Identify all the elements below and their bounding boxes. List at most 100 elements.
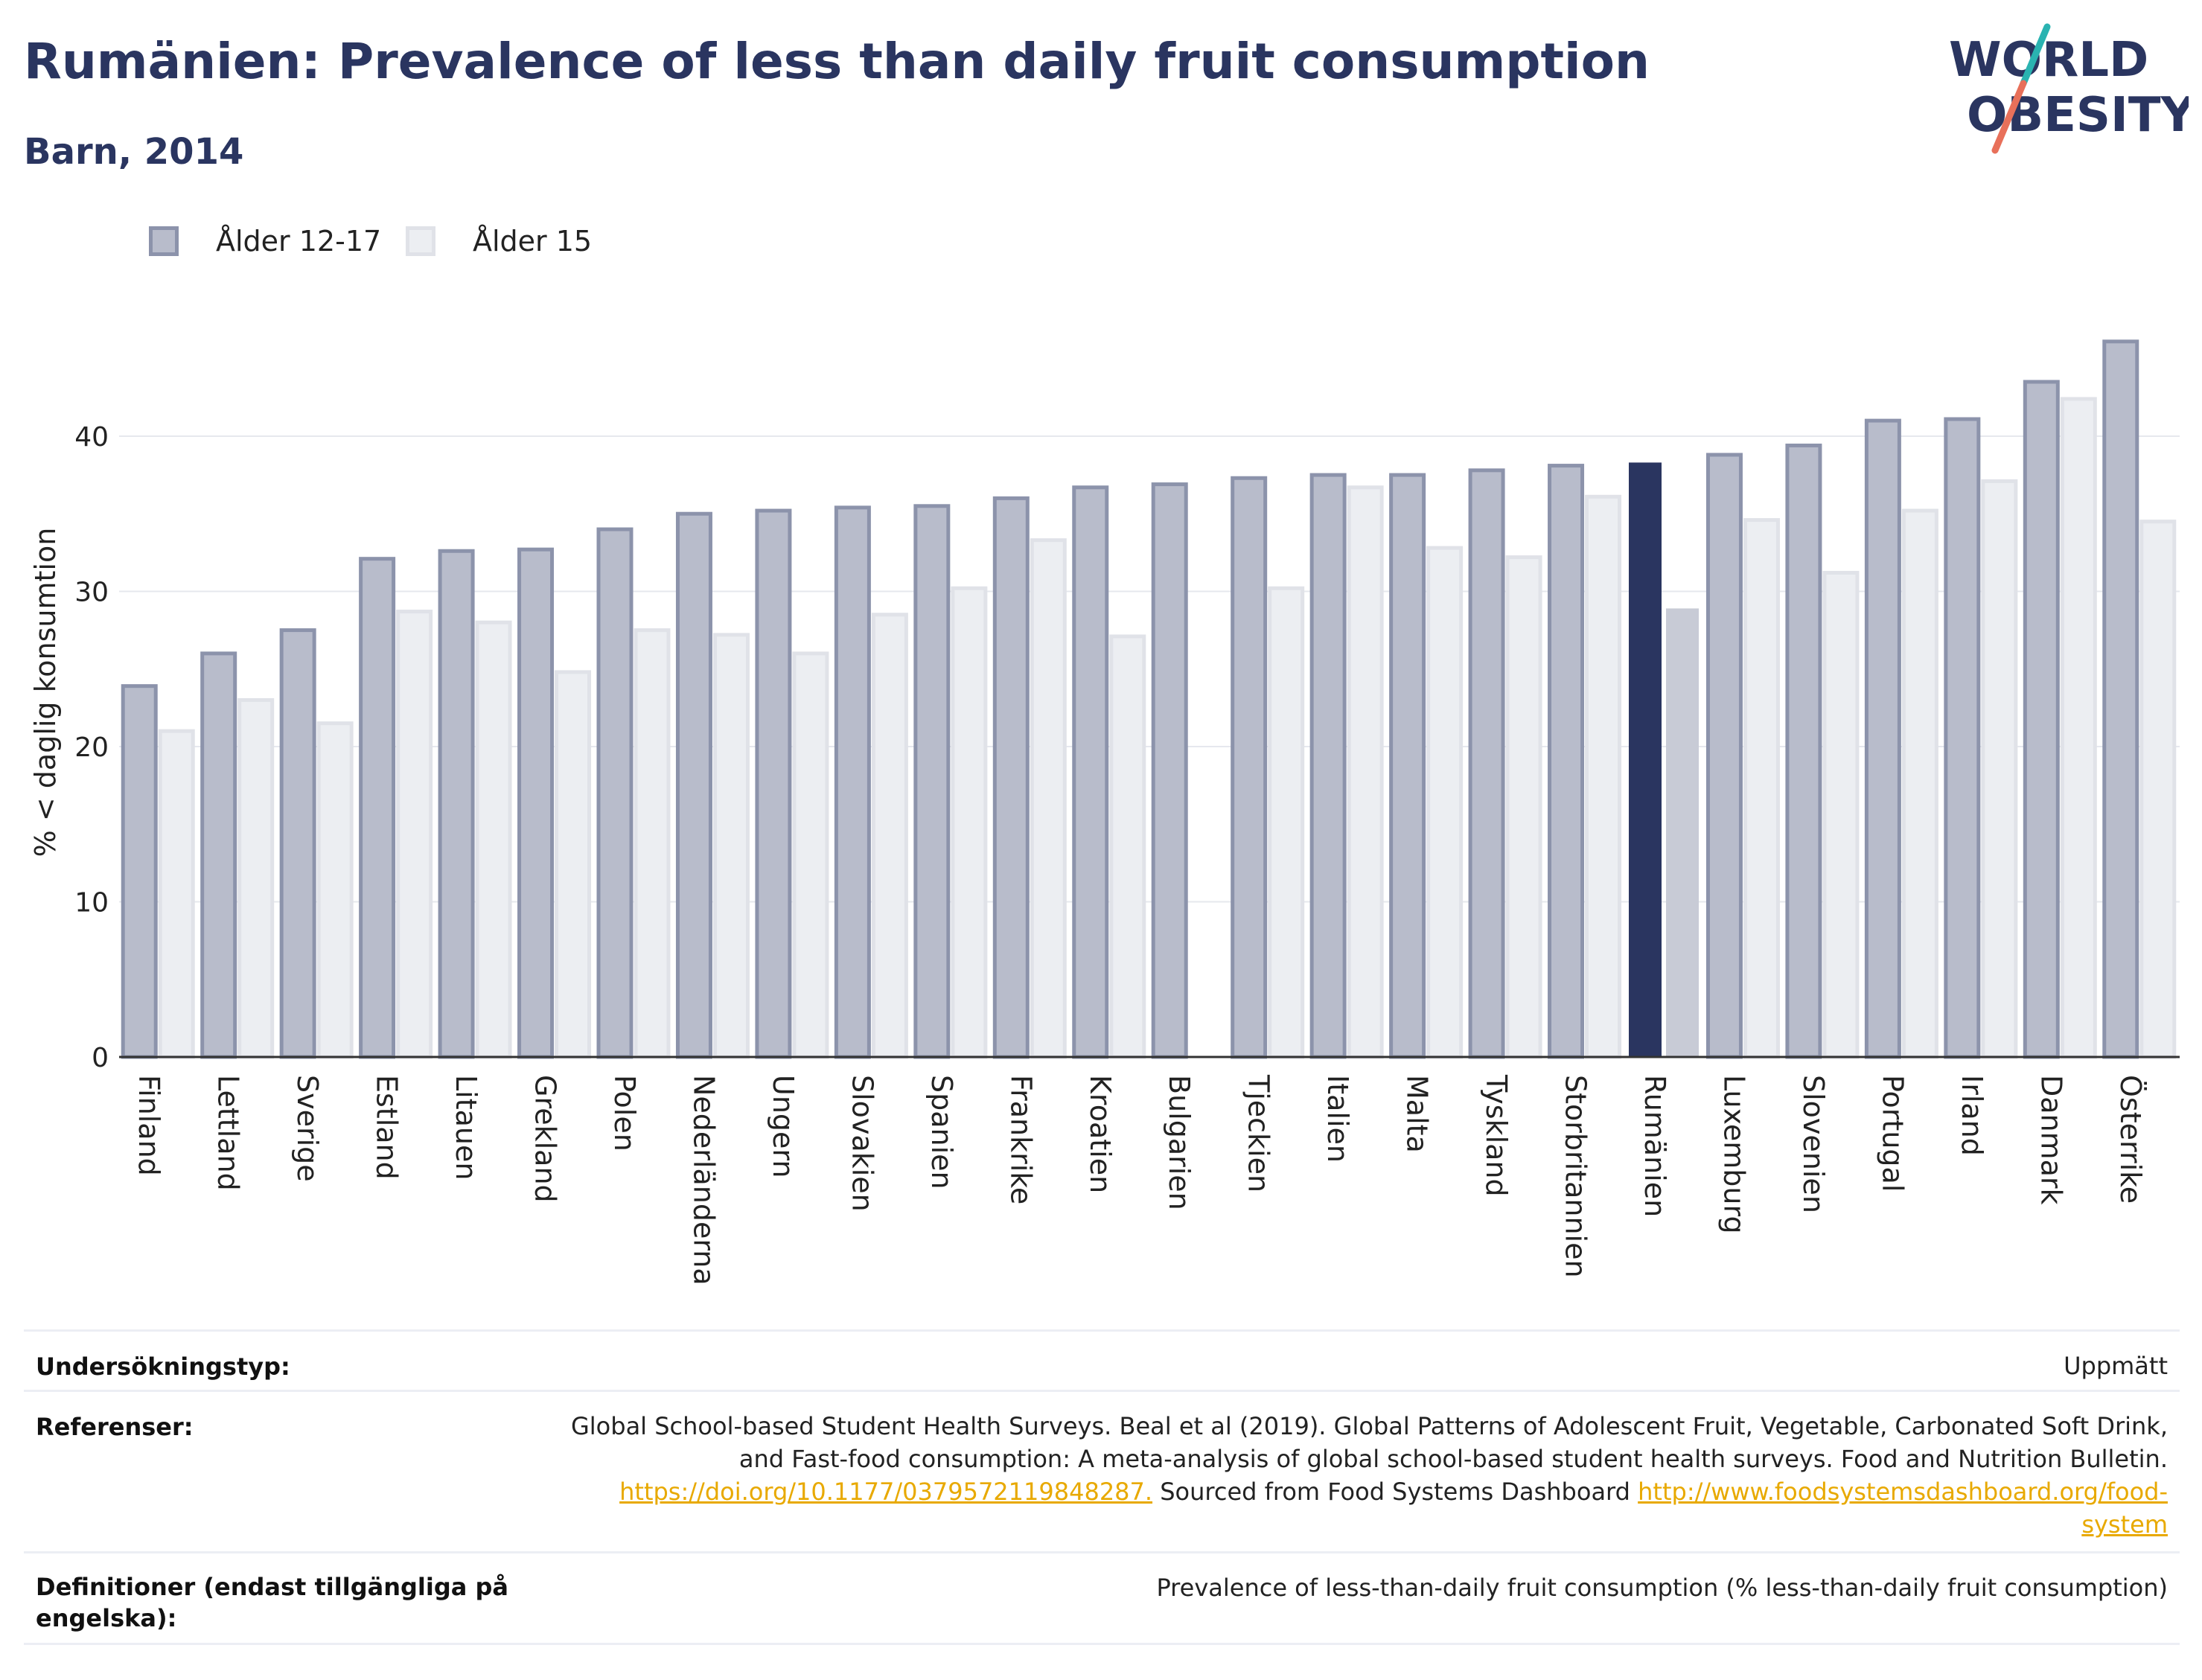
bar-series-1 xyxy=(913,504,951,1059)
logo-slash-teal xyxy=(2020,23,2051,87)
bar-series-2 xyxy=(1585,494,1622,1059)
bar-series-2 xyxy=(712,633,750,1059)
bar-series-2 xyxy=(1981,479,2018,1059)
bar-series-2 xyxy=(555,670,592,1059)
bar-series-1 xyxy=(1072,485,1109,1059)
x-tick-label: Polen xyxy=(608,1075,641,1152)
x-tick-label: Luxemburg xyxy=(1717,1075,1750,1234)
legend-label-series-1: Ålder 12-17 xyxy=(216,225,382,258)
references-line-4: system xyxy=(571,1508,2168,1541)
references-line-2: and Fast-food consumption: A meta-analys… xyxy=(738,1445,2168,1473)
bar-series-1 xyxy=(992,496,1030,1059)
bar-series-2 xyxy=(1347,485,1384,1059)
references-line-1: Global School-based Student Health Surve… xyxy=(570,1412,2168,1440)
y-tick-label: 30 xyxy=(74,577,109,607)
survey-type-label: Undersökningstyp: xyxy=(36,1352,290,1381)
x-tick-label: Sverige xyxy=(291,1075,324,1182)
bar-series-2 xyxy=(316,721,354,1059)
x-tick-label: Litauen xyxy=(450,1075,482,1180)
definitions-label-line-2: engelska): xyxy=(36,1604,177,1632)
x-tick-label: Danmark xyxy=(2035,1075,2067,1205)
bar-series-2 xyxy=(1109,634,1146,1059)
bar-series-2 xyxy=(396,610,433,1059)
y-tick-label: 0 xyxy=(92,1043,109,1073)
definitions-label: Definitioner (endast tillgängliga på eng… xyxy=(36,1571,508,1634)
bar-series-1 xyxy=(1389,473,1426,1059)
x-tick-label: Ungern xyxy=(767,1075,800,1178)
bar-series-1 xyxy=(834,505,871,1059)
page-subtitle: Barn, 2014 xyxy=(24,131,244,173)
footer-row-definitions: Definitioner (endast tillgängliga på eng… xyxy=(24,1551,2180,1645)
bar-series-1 xyxy=(517,547,555,1059)
bar-series-2 xyxy=(1268,586,1305,1059)
bar-series-1 xyxy=(675,511,712,1059)
bar-series-2 xyxy=(951,586,988,1059)
references-label: Referenser: xyxy=(36,1413,194,1441)
x-tick-label: Österrike xyxy=(2114,1075,2147,1204)
bar-series-1 xyxy=(359,557,396,1059)
logo-word-world: WORLD xyxy=(1949,33,2148,88)
references-mid-text: Sourced from Food Systems Dashboard xyxy=(1152,1478,1638,1506)
bar-series-2 xyxy=(2139,520,2177,1059)
bar-series-1 xyxy=(1309,473,1347,1059)
bar-series-2 xyxy=(475,620,512,1059)
bar-series-1 xyxy=(200,651,237,1059)
bar-series-1 xyxy=(1944,417,1981,1059)
survey-type-value: Uppmätt xyxy=(2064,1352,2168,1380)
bar-series-2 xyxy=(158,729,195,1059)
bar-series-1 xyxy=(1548,464,1585,1059)
bar-series-2 xyxy=(1426,546,1464,1059)
bar-series-1 xyxy=(438,549,475,1059)
legend-label-series-2: Ålder 15 xyxy=(473,225,593,258)
bar-series-1 xyxy=(121,684,158,1059)
bar-series-1 xyxy=(279,628,316,1059)
y-axis-title: % < daglig konsumtion xyxy=(29,528,62,857)
definitions-value: Prevalence of less-than-daily fruit cons… xyxy=(1156,1574,2168,1602)
footer-row-references: Referenser: Global School-based Student … xyxy=(24,1390,2180,1551)
bar-chart: 0 10 20 30 40 % < daglig konsumtion Finland Let… xyxy=(29,339,2180,1285)
reference-dashboard-link-cont[interactable]: system xyxy=(2081,1510,2168,1539)
references-line-3: https://doi.org/10.1177/0379572119848287… xyxy=(571,1475,2168,1508)
reference-dashboard-link[interactable]: http://www.foodsystemsdashboard.org/food… xyxy=(1638,1478,2168,1506)
chart-footer: Undersökningstyp: Uppmätt Referenser: Gl… xyxy=(24,1329,2180,1645)
bar-series-2 xyxy=(871,613,908,1059)
x-tick-label: Portugal xyxy=(1876,1075,1909,1192)
legend-swatch-series-1 xyxy=(149,226,179,256)
x-tick-label: Finland xyxy=(133,1075,165,1176)
page-title: Rumänien: Prevalence of less than daily … xyxy=(24,33,1650,90)
bar-series-2 xyxy=(1901,508,1938,1059)
y-tick-label: 10 xyxy=(74,887,109,918)
bar-series-2 xyxy=(1505,555,1542,1059)
x-tick-label: Tyskland xyxy=(1480,1074,1513,1197)
x-tick-label: Malta xyxy=(1401,1075,1434,1153)
x-tick-label: Slovenien xyxy=(1797,1075,1830,1213)
x-tick-label: Kroatien xyxy=(1084,1075,1117,1193)
x-tick-label: Italien xyxy=(1321,1075,1354,1163)
bar-series-2 xyxy=(237,697,275,1059)
logo-slash-coral xyxy=(1991,80,2027,154)
bar-series-1 xyxy=(1468,468,1505,1059)
x-tick-label: Irland xyxy=(1956,1075,1988,1156)
x-tick-label: Estland xyxy=(371,1075,403,1180)
bar-series-2 xyxy=(1030,538,1067,1059)
x-tick-label: Grekland xyxy=(529,1075,562,1203)
x-tick-label: Slovakien xyxy=(846,1075,878,1212)
bar-series-1 xyxy=(2102,339,2139,1059)
bar-series-2 xyxy=(2060,397,2097,1059)
x-tick-label: Frankrike xyxy=(1004,1075,1037,1204)
bar-series-1 xyxy=(1785,443,1822,1059)
x-tick-label: Tjeckien xyxy=(1242,1074,1275,1192)
x-tick-label: Spanien xyxy=(925,1075,958,1189)
legend-swatch-series-2 xyxy=(406,226,435,256)
bar-series-2 xyxy=(634,628,671,1059)
bar-series-1 xyxy=(1151,482,1188,1059)
bar-series-1 xyxy=(755,508,792,1059)
x-tick-label: Bulgarien xyxy=(1163,1075,1196,1210)
bar-series-1 xyxy=(596,527,634,1059)
x-tick-label: Lettland xyxy=(212,1075,245,1191)
bar-series-1 xyxy=(2023,380,2060,1059)
reference-doi-link[interactable]: https://doi.org/10.1177/0379572119848287… xyxy=(619,1478,1153,1506)
footer-row-survey-type: Undersökningstyp: Uppmätt xyxy=(24,1329,2180,1390)
bar-series-2 xyxy=(1743,518,1780,1059)
definitions-label-line-1: Definitioner (endast tillgängliga på xyxy=(36,1573,508,1601)
